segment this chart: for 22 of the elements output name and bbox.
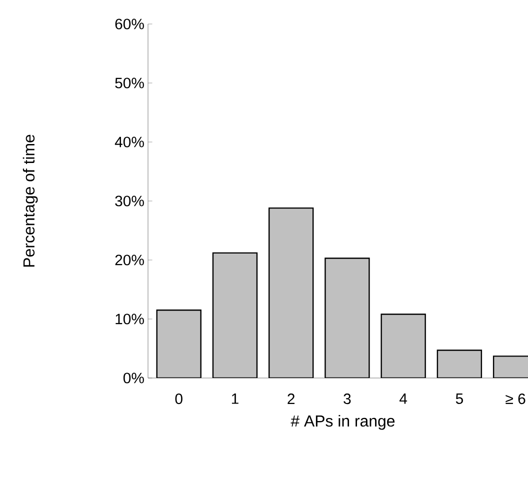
bar (436, 350, 482, 378)
bar (212, 252, 258, 378)
y-tick-label: 50% (115, 78, 144, 88)
x-tick-label: 2 (288, 394, 294, 404)
x-tick-label: 0 (175, 394, 182, 404)
y-tick-label: 10% (116, 314, 144, 324)
x-tick-label: 4 (400, 394, 408, 404)
bar (156, 310, 202, 378)
x-tick-label: 5 (456, 394, 463, 404)
y-tick-label: 40% (114, 136, 144, 148)
y-tick-label: 0% (123, 372, 144, 384)
x-axis-title: # APs in range (290, 414, 395, 430)
y-tick-label: 30% (115, 196, 144, 206)
x-tick-label: ≥ 6 (506, 394, 526, 404)
y-tick-label: 60% (115, 18, 144, 30)
y-tick-label: 20% (115, 254, 144, 266)
bar (324, 258, 370, 378)
bar (268, 207, 314, 378)
bar (380, 314, 426, 378)
x-tick-label: 1 (232, 394, 238, 404)
x-tick-label: 3 (344, 394, 351, 404)
y-axis-title: Percentage of time (22, 134, 38, 267)
